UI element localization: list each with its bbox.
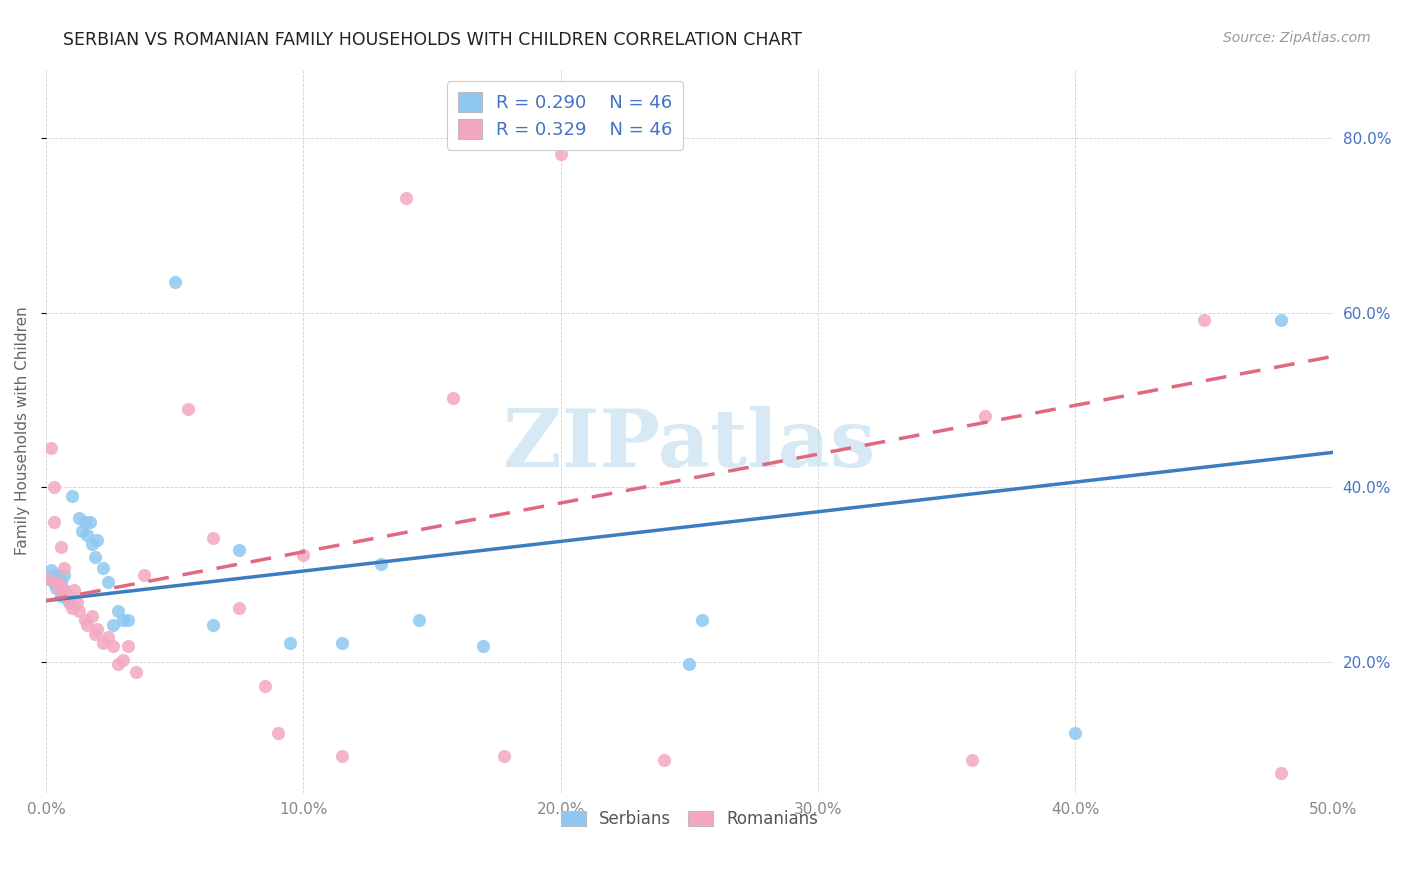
Point [83,550,105,565]
Point [39,441,62,455]
Point [117,639,139,653]
Point [51,575,73,590]
Point [67,604,90,618]
Point [962,752,984,766]
Point [1192,313,1215,327]
Point [228,543,250,558]
Point [117,613,139,627]
Point [42,515,65,529]
Point [58,595,80,609]
Point [101,618,124,632]
Point [266,726,288,740]
Point [42,480,65,494]
Point [1270,313,1292,327]
Point [1064,726,1087,740]
Point [472,639,495,653]
Legend: Serbians, Romanians: Serbians, Romanians [554,804,825,835]
Point [42,567,65,582]
Point [202,618,225,632]
Point [494,749,516,764]
Point [441,392,464,406]
Point [53,560,76,574]
Point [48,581,70,595]
Point [176,401,198,416]
Point [39,563,62,577]
Point [60,600,83,615]
Point [652,752,675,766]
Point [83,627,105,641]
Point [73,515,96,529]
Point [53,583,76,598]
Point [280,635,302,649]
Point [79,515,101,529]
Point [132,567,155,582]
Point [45,576,67,591]
Point [330,749,353,764]
Point [76,528,98,542]
Point [48,567,70,582]
Point [395,191,418,205]
Point [292,549,315,563]
Y-axis label: Family Households with Children: Family Households with Children [15,306,30,555]
Point [38,572,60,586]
Point [125,665,148,680]
Point [107,657,129,671]
Point [97,574,120,589]
Point [73,613,96,627]
Point [550,147,572,161]
Point [163,275,186,289]
Point [67,511,90,525]
Point [42,576,65,591]
Point [101,639,124,653]
Point [1270,766,1292,780]
Point [974,409,997,423]
Point [408,613,430,627]
Point [86,533,108,547]
Point [66,595,89,609]
Point [39,572,62,586]
Point [370,557,392,571]
Text: Source: ZipAtlas.com: Source: ZipAtlas.com [1223,31,1371,45]
Point [678,657,700,671]
Point [48,576,70,591]
Point [82,537,104,551]
Point [76,618,98,632]
Point [112,653,135,667]
Point [48,580,70,594]
Point [53,567,76,582]
Point [63,583,86,598]
Point [202,531,225,545]
Point [45,581,67,595]
Point [690,613,713,627]
Point [107,604,129,618]
Point [58,595,80,609]
Text: SERBIAN VS ROMANIAN FAMILY HOUSEHOLDS WITH CHILDREN CORRELATION CHART: SERBIAN VS ROMANIAN FAMILY HOUSEHOLDS WI… [63,31,803,49]
Point [91,560,114,574]
Point [60,489,83,503]
Point [45,571,67,585]
Point [112,613,135,627]
Point [55,591,77,606]
Point [228,600,250,615]
Point [38,572,60,586]
Point [51,540,73,554]
Point [253,679,276,693]
Point [51,590,73,604]
Point [82,609,104,624]
Point [91,635,114,649]
Text: ZIPatlas: ZIPatlas [503,406,876,484]
Point [97,631,120,645]
Point [330,635,353,649]
Point [86,622,108,636]
Point [70,524,93,538]
Point [55,587,77,601]
Point [53,583,76,598]
